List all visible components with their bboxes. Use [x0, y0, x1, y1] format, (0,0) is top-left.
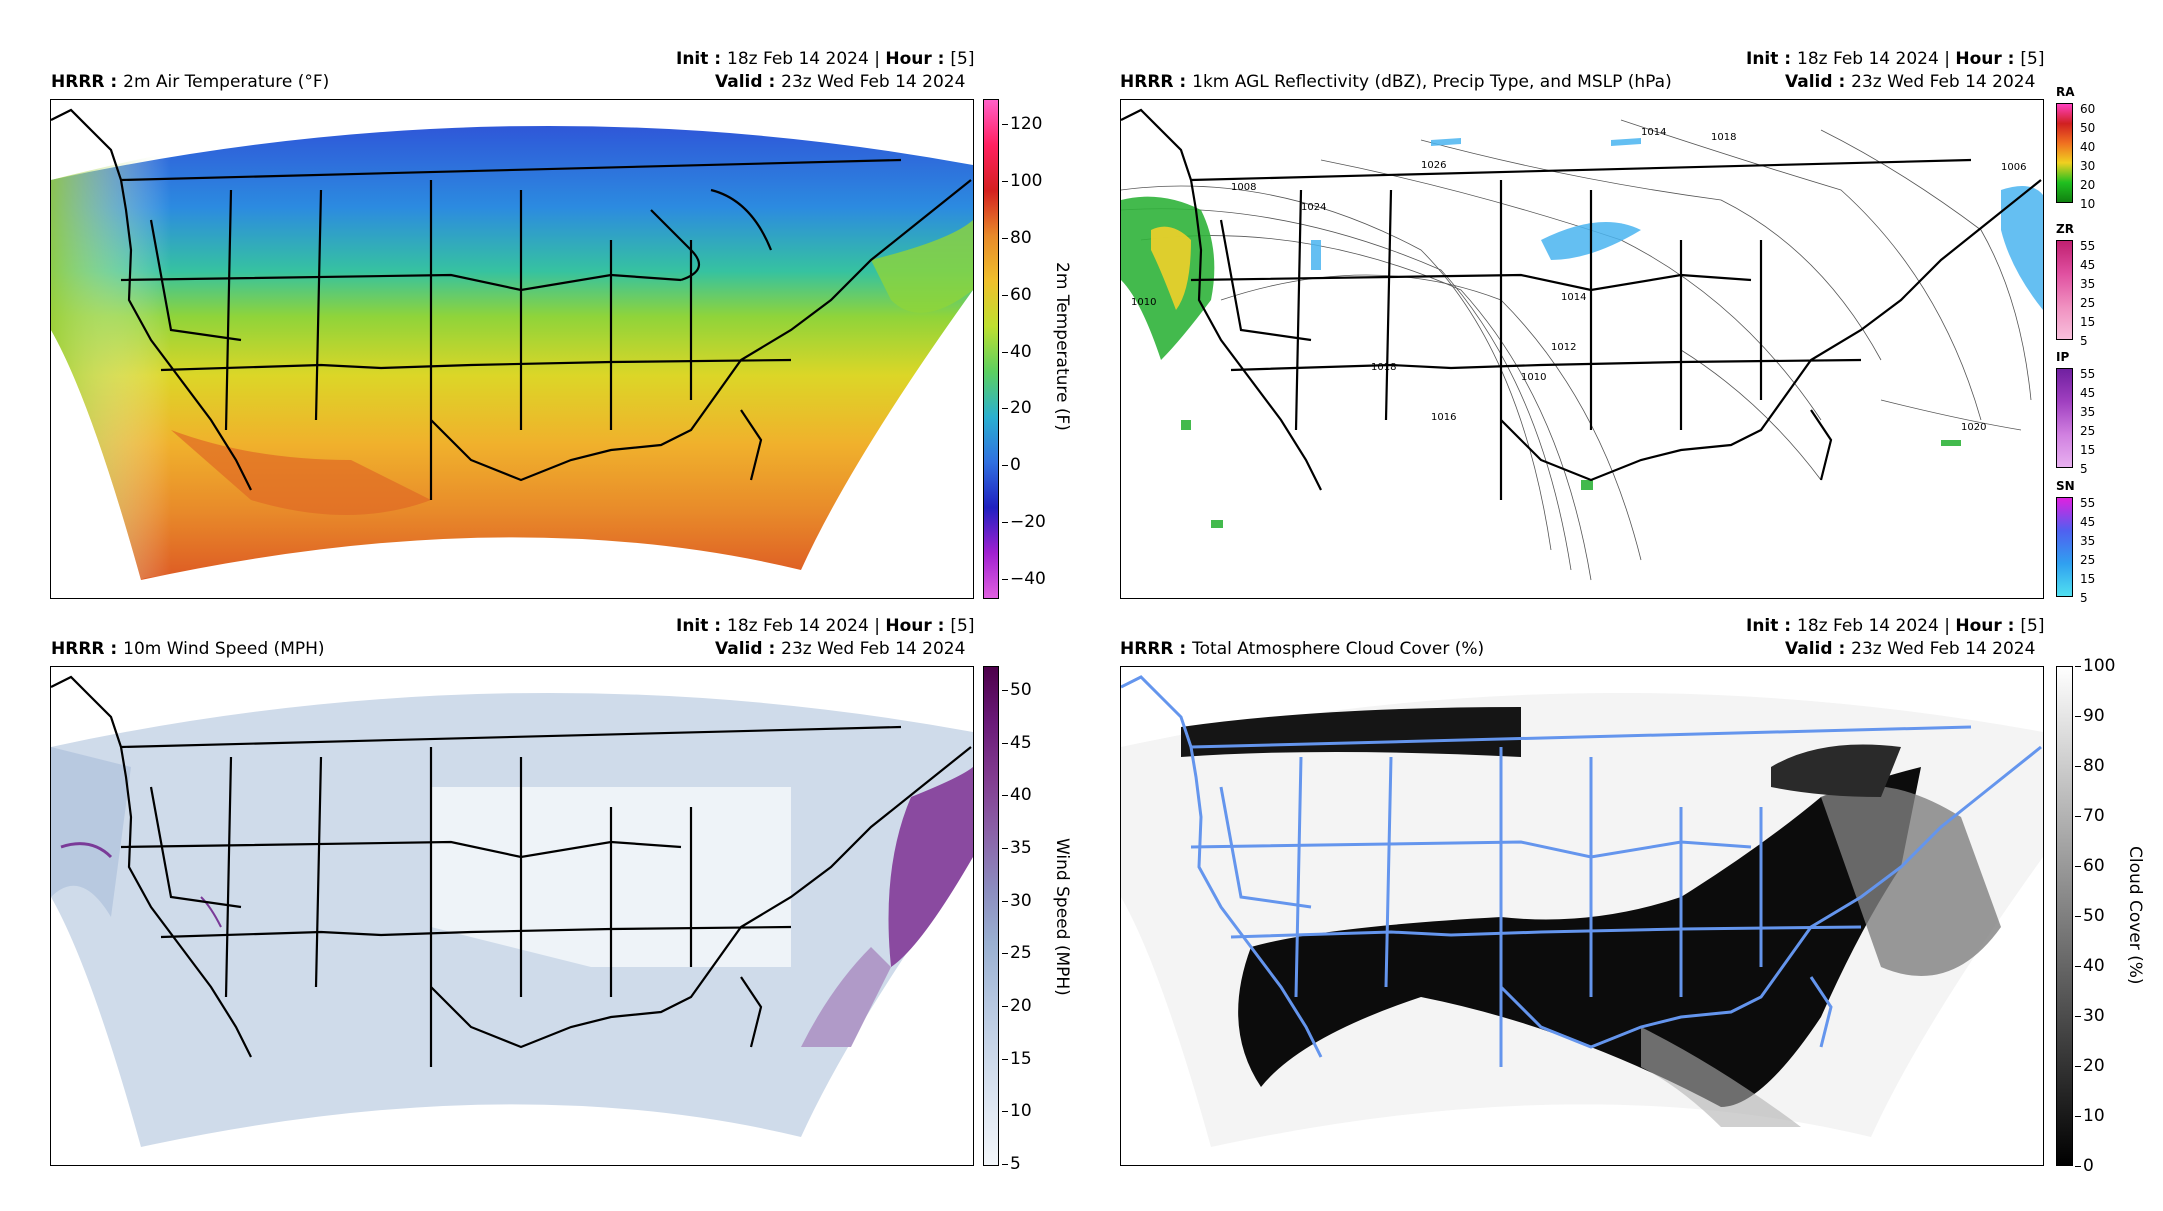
svg-text:1006: 1006	[2001, 162, 2026, 173]
cloud-colorbar-label: Cloud Cover (%)	[2125, 846, 2145, 985]
precip-type-tick: 5	[2080, 334, 2088, 348]
precip-type-tick: 20	[2080, 178, 2096, 192]
wind-colorbar-tick: 25	[1002, 943, 1032, 964]
precip-type-tick: 5	[2080, 591, 2088, 605]
precip-type-label-ra: RA	[2056, 85, 2075, 99]
precip-type-tick: 45	[2080, 258, 2096, 272]
cloud-colorbar-tick: 10	[2075, 1106, 2105, 1126]
panel1-init: Init : 18z Feb 14 2024 | Hour : [5]	[676, 49, 975, 69]
temperature-colorbar-tick: 0	[1002, 455, 1021, 476]
wind-colorbar-tick: 20	[1002, 996, 1032, 1016]
precip-type-tick: 25	[2080, 296, 2096, 310]
wind-colorbar-tick: 5	[1002, 1154, 1021, 1174]
temperature-colorbar-tick: −40	[1002, 569, 1046, 589]
wind-map	[50, 666, 974, 1166]
isobar-label: 1008	[1231, 182, 1256, 193]
wind-colorbar-tick: 50	[1002, 680, 1032, 700]
cloud-colorbar-tick: 70	[2075, 806, 2105, 826]
wind-colorbar-label: Wind Speed (MPH)	[1052, 838, 1072, 996]
temperature-colorbar-label: 2m Temperature (F)	[1052, 262, 1072, 431]
temperature-colorbar-tick: 20	[1002, 398, 1032, 419]
temperature-colorbar-tick: 80	[1002, 227, 1032, 248]
precip-type-colorbar-ra	[2056, 103, 2073, 203]
cloud-colorbar-tick: 100	[2074, 656, 2116, 676]
cloud-colorbar-tick: 80	[2075, 756, 2105, 776]
reflectivity-map: 1026 1024 1008 1010 1014 1018 1014 1012 …	[1120, 99, 2044, 599]
precip-type-tick: 25	[2080, 553, 2096, 567]
precip-type-tick: 15	[2080, 572, 2096, 586]
cloud-colorbar-tick: 50	[2075, 906, 2105, 926]
panel2-valid: Valid : 23z Wed Feb 14 2024	[1785, 72, 2036, 92]
panel4-valid: Valid : 23z Wed Feb 14 2024	[1785, 639, 2036, 659]
panel1-title: HRRR : 2m Air Temperature (°F)	[51, 72, 330, 92]
svg-text:1020: 1020	[1961, 422, 1986, 433]
panel2-title: HRRR : 1km AGL Reflectivity (dBZ), Preci…	[1120, 72, 1672, 92]
wind-colorbar-tick: 10	[1002, 1101, 1032, 1122]
precip-type-tick: 10	[2080, 197, 2096, 211]
svg-text:1016: 1016	[1431, 412, 1456, 423]
cloud-colorbar	[2056, 666, 2073, 1166]
wind-colorbar	[983, 666, 999, 1166]
panel3-init: Init : 18z Feb 14 2024 | Hour : [5]	[676, 616, 975, 636]
precip-type-tick: 15	[2080, 315, 2096, 329]
precip-type-tick: 45	[2080, 386, 2096, 400]
precip-type-label-sn: SN	[2056, 479, 2075, 493]
precip-type-tick: 55	[2080, 496, 2096, 510]
temperature-map	[50, 99, 974, 599]
cloud-colorbar-tick: 90	[2075, 706, 2105, 726]
svg-text:1014: 1014	[1561, 292, 1586, 303]
precip-type-tick: 40	[2080, 140, 2096, 154]
wind-colorbar-tick: 40	[1002, 785, 1032, 806]
panel4-init: Init : 18z Feb 14 2024 | Hour : [5]	[1746, 616, 2045, 636]
svg-text:1024: 1024	[1301, 202, 1326, 213]
cloud-colorbar-tick: 0	[2075, 1156, 2094, 1176]
svg-text:1010: 1010	[1131, 297, 1156, 308]
cloud-colorbar-tick: 20	[2075, 1056, 2105, 1076]
precip-type-tick: 5	[2080, 462, 2088, 476]
wind-colorbar-tick: 35	[1002, 838, 1032, 858]
precip-type-tick: 55	[2080, 367, 2096, 381]
wind-colorbar-tick: 45	[1002, 732, 1032, 753]
precip-type-colorbar-sn	[2056, 497, 2073, 597]
temperature-colorbar-tick: 60	[1002, 284, 1032, 305]
panel2-init: Init : 18z Feb 14 2024 | Hour : [5]	[1746, 49, 2045, 69]
svg-text:1018: 1018	[1711, 132, 1736, 143]
precip-type-tick: 35	[2080, 534, 2096, 548]
precip-type-label-ip: IP	[2056, 350, 2070, 364]
wind-colorbar-tick: 30	[1002, 890, 1032, 911]
temperature-colorbar-tick: −20	[1002, 512, 1046, 533]
isobar-label: 1026	[1421, 160, 1446, 171]
precip-type-tick: 15	[2080, 443, 2096, 457]
precip-type-tick: 35	[2080, 405, 2096, 419]
precip-type-colorbar-zr	[2056, 240, 2073, 340]
precip-type-tick: 30	[2080, 159, 2096, 173]
precip-type-tick: 25	[2080, 424, 2096, 438]
cloud-colorbar-tick: 40	[2075, 956, 2105, 976]
temperature-colorbar	[983, 99, 999, 599]
svg-text:1012: 1012	[1551, 342, 1576, 353]
precip-type-tick: 35	[2080, 277, 2096, 291]
cloud-map	[1120, 666, 2044, 1166]
svg-text:1010: 1010	[1521, 372, 1546, 383]
precip-type-colorbar-ip	[2056, 368, 2073, 468]
precip-type-tick: 45	[2080, 515, 2096, 529]
precip-type-tick: 60	[2080, 102, 2096, 116]
precip-type-label-zr: ZR	[2056, 222, 2074, 236]
precip-type-tick: 55	[2080, 239, 2096, 253]
temperature-colorbar-tick: 120	[1001, 114, 1043, 134]
svg-text:1018: 1018	[1371, 362, 1396, 373]
cloud-colorbar-tick: 60	[2075, 856, 2105, 876]
cloud-colorbar-tick: 30	[2075, 1006, 2105, 1026]
wind-colorbar-tick: 15	[1002, 1048, 1032, 1069]
temperature-colorbar-tick: 100	[1001, 170, 1043, 191]
panel3-title: HRRR : 10m Wind Speed (MPH)	[51, 639, 325, 659]
precip-type-tick: 50	[2080, 121, 2096, 135]
panel4-title: HRRR : Total Atmosphere Cloud Cover (%)	[1120, 639, 1485, 659]
svg-text:1014: 1014	[1641, 127, 1666, 138]
panel3-valid: Valid : 23z Wed Feb 14 2024	[715, 639, 966, 659]
temperature-colorbar-tick: 40	[1002, 341, 1032, 362]
panel1-valid: Valid : 23z Wed Feb 14 2024	[715, 72, 966, 92]
